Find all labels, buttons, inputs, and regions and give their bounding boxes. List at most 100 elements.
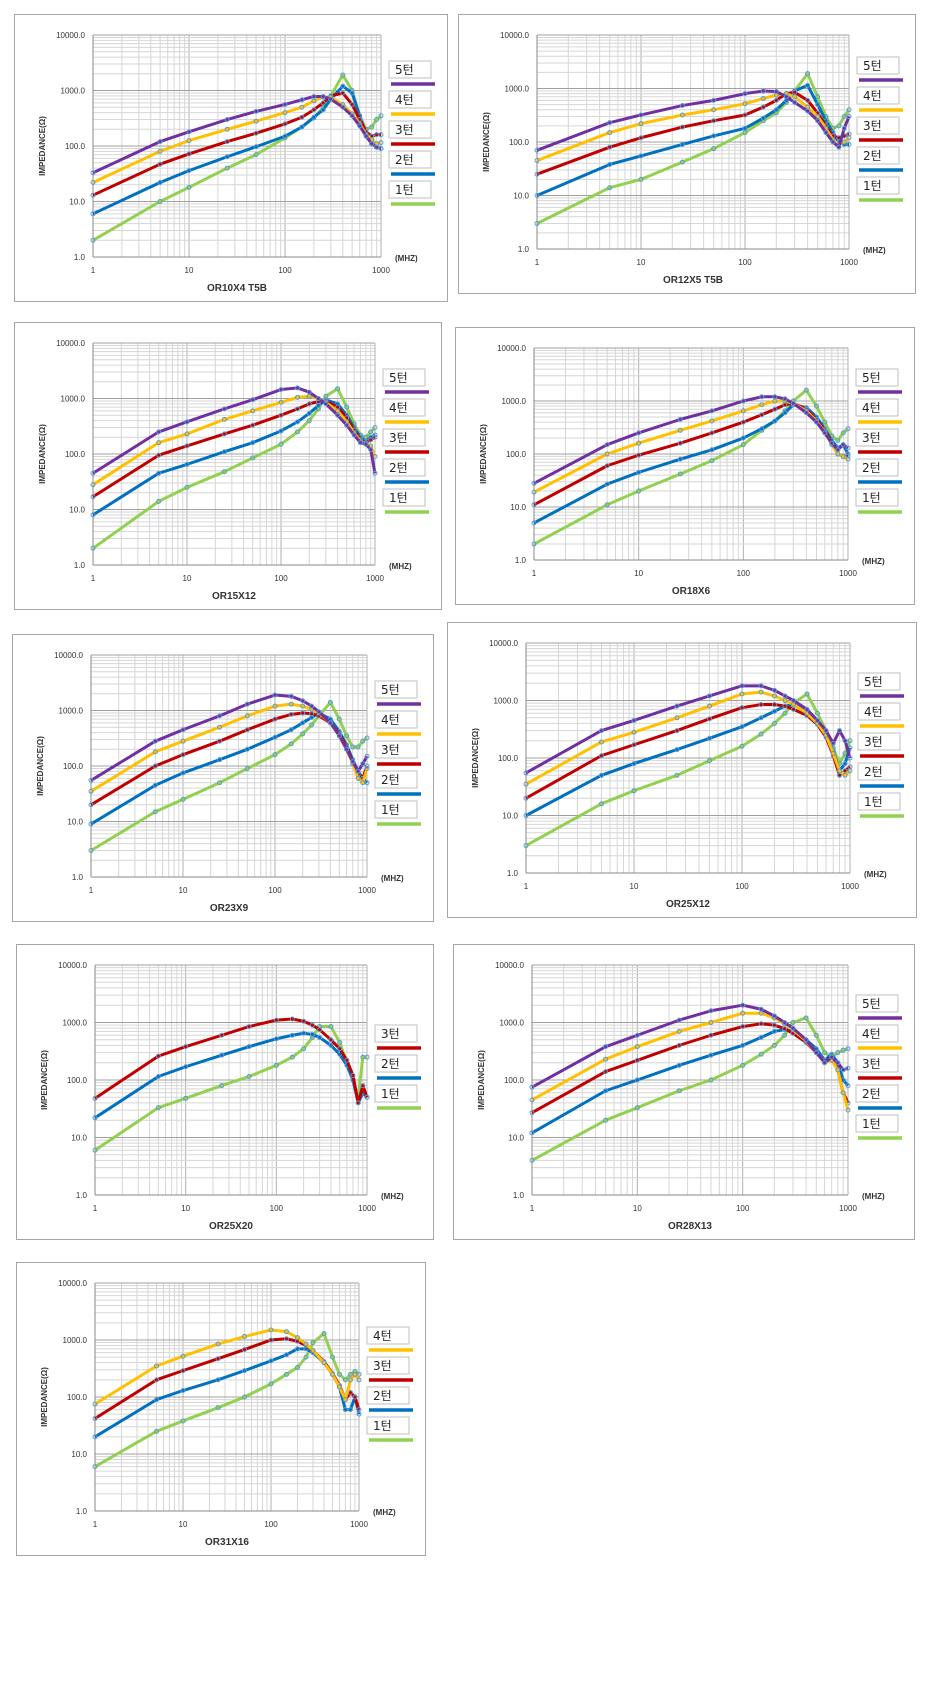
data-point [344,404,350,410]
y-tick-label: 1000.0 [63,1019,88,1028]
data-point [841,125,847,131]
data-point [679,141,685,147]
data-point [90,179,96,185]
legend-box [388,120,432,139]
data-point [336,716,342,722]
data-point [739,724,745,730]
data-point [607,185,613,191]
data-point [758,683,764,689]
legend-box [856,176,900,195]
data-point [221,469,227,475]
data-point [92,1401,98,1407]
data-point [340,104,346,110]
legend-box [856,86,900,105]
data-point [529,1157,535,1163]
data-point [782,698,788,703]
data-point [364,753,370,759]
data-point [180,770,186,776]
y-tick-label: 10000.0 [56,31,85,40]
data-point [253,108,259,114]
data-point [340,90,346,96]
data-point [268,1381,274,1387]
data-point [311,114,317,120]
data-point [840,430,846,436]
y-tick-label: 10.0 [69,198,85,207]
legend-label: 2턴 [381,773,400,787]
data-point [272,716,278,722]
data-point [374,117,380,123]
data-point [782,703,788,709]
data-point [840,1067,846,1073]
data-point [676,1062,682,1068]
data-point [321,1360,327,1366]
x-tick-label: 1 [93,1204,98,1213]
data-point [328,1037,334,1043]
data-point [378,146,384,152]
data-point [708,1032,714,1038]
x-tick-label: 10 [183,574,192,583]
data-point [792,99,798,105]
data-point [155,1105,161,1111]
y-axis-label: IMPEDANCE(Ω) [479,424,488,484]
data-point [372,425,378,431]
data-point [840,1047,846,1053]
data-point [740,1024,746,1030]
data-point [740,1010,746,1016]
data-point [841,139,847,145]
data-point [760,88,766,94]
data-point [342,1377,348,1383]
data-point [841,113,847,119]
y-tick-label: 1.0 [513,1191,525,1200]
data-point [804,691,810,697]
data-point [815,118,821,124]
data-point [336,1384,342,1390]
data-point [217,713,223,719]
data-point [253,152,259,158]
x-tick-label: 10 [179,1520,188,1529]
data-point [183,1064,189,1070]
data-point [183,1044,189,1050]
data-point [272,734,278,740]
data-point [88,848,94,854]
data-point [709,408,715,414]
data-point [180,727,186,733]
data-point [677,427,683,433]
legend-box [856,56,900,75]
data-point [840,453,846,459]
chart-title: OR10X4 T5B [207,283,267,294]
data-point [790,1025,796,1031]
data-point [215,1356,221,1362]
data-point [360,1083,366,1089]
x-tick-label: 1000 [841,882,859,891]
data-point [706,735,712,741]
data-point [759,394,765,400]
legend-label: 3턴 [389,431,408,445]
legend-label: 2턴 [863,149,882,163]
y-axis-label: IMPEDANCE(Ω) [471,728,480,788]
series-line-5턴 [90,693,369,782]
x-unit-label: (MHZ) [381,874,404,883]
data-point [835,1050,841,1056]
data-point [282,110,288,116]
data-point [534,147,540,153]
data-point [523,781,529,787]
series-line-4턴 [90,702,369,793]
data-point [330,1354,336,1360]
data-point [152,763,158,769]
x-unit-label: (MHZ) [864,870,887,879]
data-point [315,396,321,401]
data-point [184,419,190,425]
data-point [805,97,811,103]
data-point [288,741,294,747]
data-point [303,1354,309,1360]
data-point [631,761,637,767]
data-point [311,107,317,113]
data-point [837,768,843,774]
data-point [372,434,378,440]
data-point [157,148,163,154]
data-point [294,1346,300,1352]
data-point [598,739,604,745]
data-point [352,1371,358,1377]
y-tick-label: 1.0 [507,869,519,878]
data-point [250,440,256,446]
